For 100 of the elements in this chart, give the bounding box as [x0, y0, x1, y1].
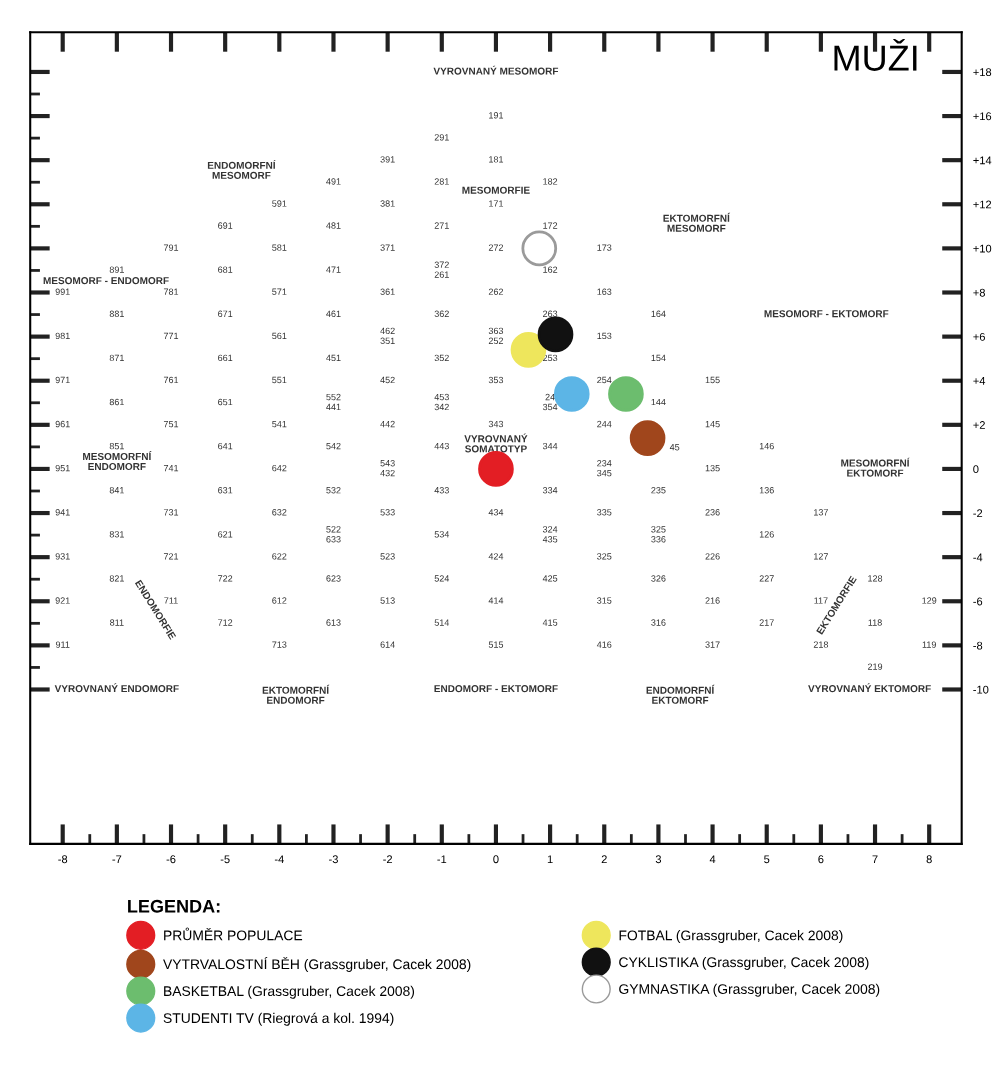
annotation: 881 — [109, 310, 124, 317]
annotation: 334 — [542, 487, 558, 494]
annotation: 921 — [55, 597, 70, 604]
annotation: 841 — [109, 487, 124, 494]
annotation: 541 — [272, 420, 287, 428]
annotation: 771 — [163, 332, 179, 339]
annotation: 244 — [597, 420, 612, 428]
annotation: 363 — [488, 327, 504, 335]
annotation: 451 — [326, 354, 341, 362]
annotation: 361 — [380, 288, 395, 295]
annotation: 633 — [326, 536, 341, 543]
annotation: 146 — [759, 442, 774, 450]
annotation: 129 — [922, 597, 937, 604]
annotation: MESOMORFNÍ ENDOMORF — [83, 451, 152, 471]
y-tick-label: -4 — [973, 553, 983, 562]
annotation: 335 — [597, 509, 612, 516]
annotation: 561 — [272, 332, 287, 340]
annotation: 414 — [488, 597, 504, 604]
legend-label: PRŮMĚR POPULACE — [164, 927, 303, 941]
annotation: 163 — [597, 288, 612, 295]
annotation: 272 — [488, 244, 504, 251]
annotation: 831 — [109, 531, 124, 538]
y-tick-label: +8 — [973, 288, 985, 297]
annotation: 325 — [651, 526, 666, 533]
annotation: 253 — [543, 354, 558, 362]
annotation: 254 — [597, 376, 612, 384]
y-tick-label: +12 — [973, 200, 992, 209]
annotation: 136 — [759, 487, 774, 494]
annotation: 144 — [651, 398, 666, 406]
annotation: 434 — [488, 509, 504, 516]
annotation: 741 — [163, 465, 179, 472]
annotation: 713 — [272, 641, 287, 648]
annotation: 534 — [434, 531, 450, 538]
y-tick-label: +16 — [973, 112, 992, 121]
annotation: 513 — [380, 597, 395, 604]
annotation: 217 — [759, 619, 774, 626]
annotation: 721 — [163, 553, 179, 560]
annotation: MESOMORFNÍ EKTOMORF — [841, 457, 910, 477]
x-tick-label: 3 — [655, 855, 662, 864]
annotation: 481 — [326, 222, 341, 229]
x-tick-label: -5 — [220, 855, 230, 864]
annotation: 722 — [218, 575, 233, 582]
x-tick-label: 1 — [547, 855, 553, 864]
annotation: 424 — [488, 553, 504, 560]
annotation: 235 — [651, 487, 666, 494]
annotation: VYROVNANÝ MESOMORF — [433, 65, 559, 75]
annotation: 761 — [163, 376, 179, 384]
x-tick-label: 6 — [818, 855, 824, 864]
x-tick-label: 4 — [709, 855, 716, 864]
annotation: 543 — [380, 460, 395, 467]
point — [537, 316, 574, 353]
annotation: 651 — [218, 398, 233, 406]
annotation: 371 — [380, 244, 395, 251]
x-tick-label: -2 — [383, 855, 393, 864]
annotation: VYROVNANÝ ENDOMORF — [54, 683, 179, 693]
annotation: ENDOMORFNÍ EKTOMORF — [646, 684, 715, 704]
annotation: 182 — [543, 178, 558, 185]
annotation: 623 — [326, 575, 341, 582]
annotation: 461 — [326, 310, 341, 317]
annotation: 491 — [326, 178, 341, 185]
annotation: 325 — [597, 553, 612, 560]
y-tick-label: 0 — [973, 465, 979, 474]
x-tick-label: -1 — [437, 855, 447, 864]
annotation: 381 — [380, 200, 395, 207]
annotation: 316 — [651, 619, 666, 626]
annotation: 533 — [380, 509, 395, 516]
annotation: 137 — [814, 509, 828, 516]
y-tick-label: +2 — [973, 421, 985, 429]
annotation: 416 — [596, 641, 612, 648]
annotation: 261 — [434, 271, 449, 278]
annotation: 911 — [55, 641, 70, 648]
annotation: 317 — [705, 641, 720, 648]
annotation: 452 — [380, 376, 395, 384]
annotation: 821 — [109, 575, 124, 582]
legend-label: BASKETBAL (Grassgruber, Cacek 2008) — [164, 985, 415, 999]
annotation: 227 — [759, 575, 774, 582]
annotation: 991 — [55, 288, 70, 295]
annotation: 263 — [543, 310, 558, 317]
annotation: 691 — [218, 222, 233, 229]
annotation: 891 — [109, 266, 124, 273]
annotation: 781 — [163, 288, 179, 295]
annotation: 24 — [545, 393, 555, 401]
legend-label: GYMNASTIKA (Grassgruber, Cacek 2008) — [619, 983, 880, 997]
annotation: 353 — [488, 376, 504, 384]
annotation: 425 — [542, 575, 558, 582]
annotation: 352 — [434, 354, 449, 362]
annotation: 118 — [868, 619, 882, 626]
annotation: 218 — [813, 641, 829, 648]
annotation: 861 — [109, 398, 124, 406]
annotation: 532 — [326, 487, 341, 494]
y-tick-label: +6 — [973, 332, 985, 341]
annotation: 522 — [326, 526, 341, 533]
annotation: 351 — [380, 337, 395, 344]
annotation: 632 — [272, 509, 287, 516]
legend-title: LEGENDA: — [128, 899, 220, 913]
annotation: 433 — [434, 487, 449, 494]
annotation: 119 — [922, 641, 936, 648]
y-tick-label: +10 — [973, 244, 992, 253]
y-tick-label: +18 — [973, 68, 992, 77]
annotation: 524 — [434, 575, 450, 582]
